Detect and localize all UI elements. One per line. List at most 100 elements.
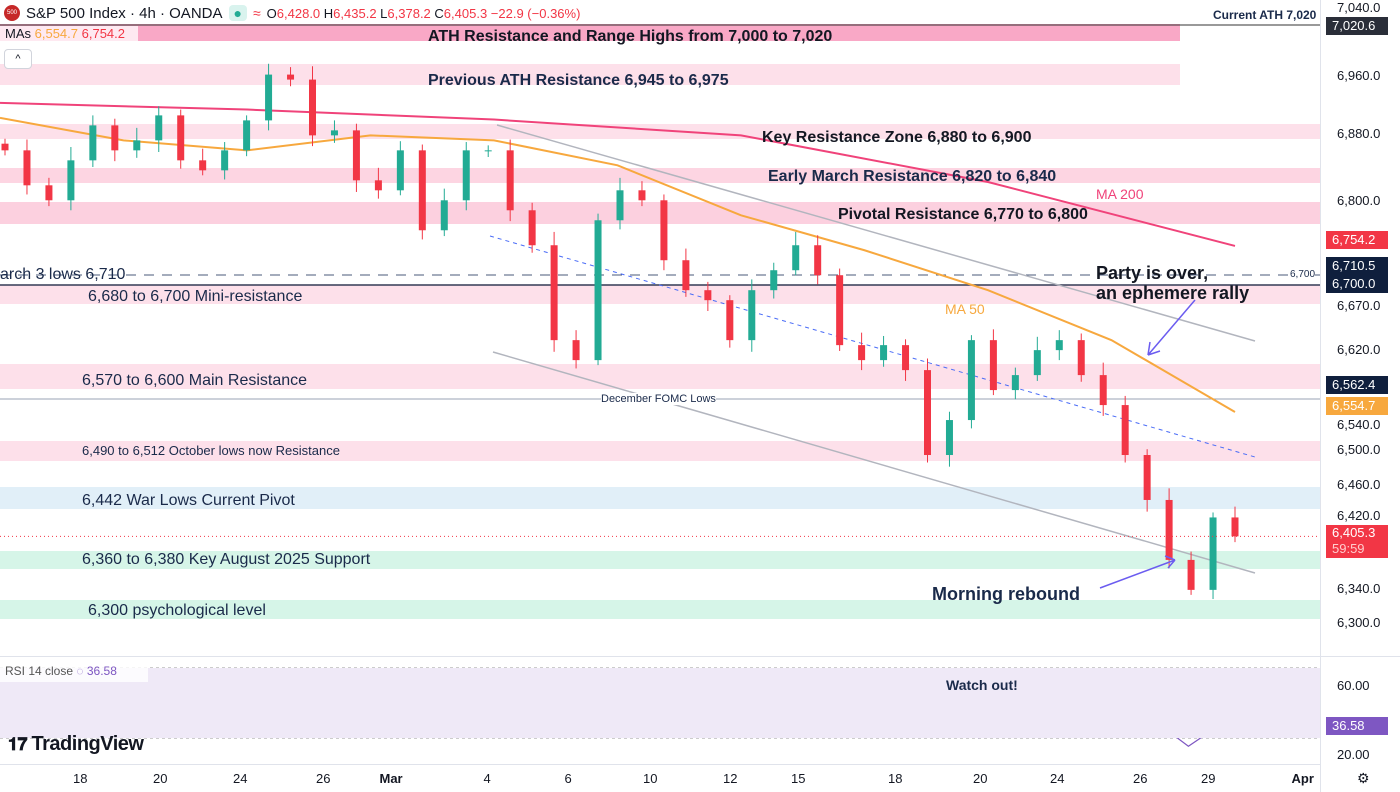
candle-body [902, 345, 910, 371]
candle-body [330, 130, 338, 136]
candle-body [1, 143, 9, 151]
candle-body [1077, 340, 1085, 376]
zone-label: ATH Resistance and Range Highs from 7,00… [428, 28, 833, 45]
candle-body [1099, 375, 1107, 406]
price-tick: 6,960.0 [1337, 68, 1381, 83]
ma50-label: MA 50 [945, 301, 985, 317]
candle-body [199, 160, 207, 171]
candle-body [880, 345, 888, 361]
candle-body [1033, 350, 1041, 376]
ma50-tag: 6,554.7 [1326, 397, 1388, 415]
candle-body [682, 260, 690, 291]
rsi-legend: RSI 14 close ◌ 36.58 [0, 664, 148, 682]
candle-body [1231, 517, 1239, 537]
party-annotation: Party is over, an ephemere rally [1096, 263, 1250, 303]
level-tag: 6,700.0 [1326, 275, 1388, 293]
candle-body [1121, 405, 1129, 456]
rsi-tick: 60.00 [1337, 678, 1370, 693]
march-lows-tag: 6,710.5 [1326, 257, 1388, 275]
time-tick: 24 [1050, 771, 1065, 786]
candle-body [506, 150, 514, 211]
delay-icon[interactable]: ≈ [252, 5, 261, 21]
candle-body [638, 190, 646, 201]
zone-label: 6,442 War Lows Current Pivot [82, 492, 295, 509]
candle-body [660, 200, 668, 261]
ma200-tag: 6,754.2 [1326, 231, 1388, 249]
candle-body [528, 210, 536, 246]
time-tick: 26 [316, 771, 331, 786]
zone-label: 6,490 to 6,512 October lows now Resistan… [82, 443, 340, 458]
time-tick: 18 [888, 771, 903, 786]
candle-body [23, 150, 31, 186]
price-tick: 6,800.0 [1337, 193, 1381, 208]
candle-body [726, 300, 734, 341]
candle-body [748, 290, 756, 341]
price-tick: 6,880.0 [1337, 126, 1381, 141]
candle-body [572, 340, 580, 361]
price-tick: 6,540.0 [1337, 417, 1381, 432]
time-tick: 4 [483, 771, 491, 786]
march-lows-label: arch 3 lows 6,710 [0, 266, 126, 283]
settings-icon[interactable]: ⚙ [1357, 770, 1370, 786]
time-tick: 18 [73, 771, 88, 786]
candle-body [45, 185, 53, 201]
zone-label: 6,680 to 6,700 Mini-resistance [88, 288, 303, 305]
zone-label: Key Resistance Zone 6,880 to 6,900 [762, 129, 1032, 146]
time-axis[interactable] [0, 764, 1320, 792]
candle-body [1143, 455, 1151, 500]
candle-body [989, 340, 997, 391]
candle-body [111, 125, 119, 151]
market-status-icon[interactable]: ● [228, 5, 247, 21]
rsi-band [0, 668, 1320, 738]
level-6700-label: 6,700 [1290, 269, 1316, 280]
candle-body [265, 74, 273, 121]
price-axis[interactable] [1320, 0, 1400, 792]
candle-body [440, 200, 448, 231]
zone-psych [0, 600, 1320, 619]
tradingview-logo[interactable]: 𝟏𝟕 TradingView [8, 733, 144, 755]
candle-body [1165, 499, 1173, 560]
candle-body [792, 245, 800, 271]
rebound-annotation: Morning rebound [932, 584, 1080, 604]
arrow-icon [1147, 299, 1196, 356]
collapse-button[interactable]: ^ [4, 49, 32, 69]
chart-header: 500 S&P 500 Index · 4h · OANDA ● ≈ O6,42… [4, 3, 580, 23]
candle-body [836, 275, 844, 346]
zone-october [0, 441, 1320, 461]
candle-body [287, 74, 295, 80]
candle-body [89, 125, 97, 161]
time-tick: 24 [233, 771, 248, 786]
zone-label: 6,300 psychological level [88, 602, 266, 619]
candle-body [814, 245, 822, 276]
candle-body [1209, 517, 1217, 590]
rsi-tick: 20.00 [1337, 747, 1370, 762]
time-tick: 15 [791, 771, 806, 786]
arrow-icon [1099, 555, 1176, 589]
symbol-logo: 500 [4, 5, 20, 21]
price-tick: 6,620.0 [1337, 342, 1381, 357]
mas-legend: MAs 6,554.7 6,754.2 [0, 26, 138, 43]
price-tick: 6,500.0 [1337, 442, 1381, 457]
price-tick: 6,340.0 [1337, 581, 1381, 596]
price-tick: 7,040.0 [1337, 0, 1381, 15]
candle-body [418, 150, 426, 231]
zone-label: Pivotal Resistance 6,770 to 6,800 [838, 206, 1088, 223]
ath-tag: 7,020.6 [1326, 17, 1388, 35]
candle-body [309, 79, 316, 136]
price-tick: 6,670.0 [1337, 298, 1381, 313]
change: −22.9 (−0.36%) [490, 5, 581, 21]
candle-body [484, 150, 492, 152]
candle-body [1055, 340, 1063, 351]
candle-body [616, 190, 624, 221]
pane-separator[interactable] [0, 656, 1400, 657]
zone-pivotal [0, 202, 1320, 224]
zone-early-march [0, 168, 1320, 183]
zone-august [0, 551, 1320, 569]
candle-body [1011, 375, 1019, 391]
candle-body [67, 160, 75, 201]
time-tick: 6 [564, 771, 572, 786]
zone-mini [0, 285, 1320, 304]
symbol-title[interactable]: S&P 500 Index · 4h · OANDA [26, 4, 223, 22]
fomc-label: December FOMC Lows [601, 393, 716, 405]
candle-body [352, 130, 360, 181]
